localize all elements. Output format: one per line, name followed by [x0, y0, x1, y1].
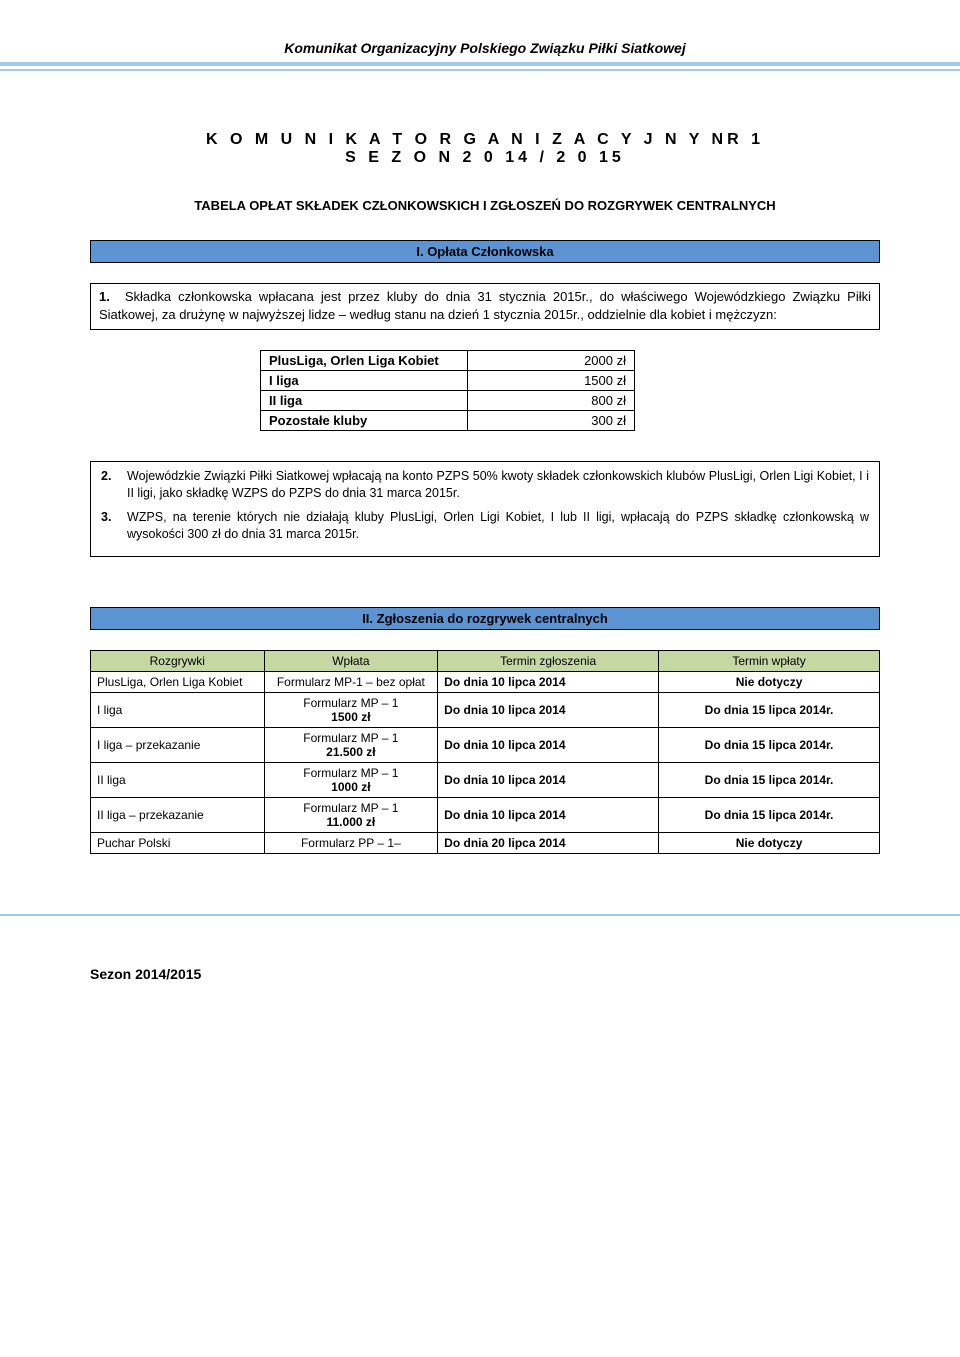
- note-num: 3.: [101, 509, 127, 544]
- reg-header-2: Termin zgłoszenia: [438, 650, 659, 671]
- table-row: Puchar PolskiFormularz PP – 1–Do dnia 20…: [91, 832, 880, 853]
- header-title: Komunikat Organizacyjny Polskiego Związk…: [90, 40, 880, 56]
- footer-text: Sezon 2014/2015: [90, 966, 880, 982]
- table-cell: II liga – przekazanie: [91, 797, 265, 832]
- main-title-line1: K O M U N I K A T O R G A N I Z A C Y J …: [90, 131, 880, 149]
- section2-bar: II. Zgłoszenia do rozgrywek centralnych: [90, 607, 880, 630]
- table-row: I liga – przekazanieFormularz MP – 121.5…: [91, 727, 880, 762]
- table-cell: Puchar Polski: [91, 832, 265, 853]
- table-row: I ligaFormularz MP – 11500 złDo dnia 10 …: [91, 692, 880, 727]
- table-cell: I liga: [91, 692, 265, 727]
- table-cell: Nie dotyczy: [659, 832, 880, 853]
- table-caption: TABELA OPŁAT SKŁADEK CZŁONKOWSKICH I ZGŁ…: [90, 197, 880, 215]
- table-cell: Do dnia 15 lipca 2014r.: [659, 762, 880, 797]
- note-num: 2.: [101, 468, 127, 503]
- table-cell: Formularz MP – 11000 zł: [264, 762, 438, 797]
- header-rule: [0, 62, 960, 71]
- fees-value: 1500 zł: [468, 370, 635, 390]
- table-cell: Formularz MP-1 – bez opłat: [264, 671, 438, 692]
- table-row: II ligaFormularz MP – 11000 złDo dnia 10…: [91, 762, 880, 797]
- section1-para-text: Składka członkowska wpłacana jest przez …: [99, 289, 871, 322]
- table-cell: Do dnia 10 lipca 2014: [438, 762, 659, 797]
- table-cell: Formularz MP – 111.000 zł: [264, 797, 438, 832]
- section1-bar: I. Opłata Członkowska: [90, 240, 880, 263]
- main-title-line2: S E Z O N 2 0 14 / 2 0 15: [90, 149, 880, 167]
- table-cell: Nie dotyczy: [659, 671, 880, 692]
- fees-label: PlusLiga, Orlen Liga Kobiet: [261, 350, 468, 370]
- fees-label: Pozostałe kluby: [261, 410, 468, 430]
- table-cell: II liga: [91, 762, 265, 797]
- footer-rule: [0, 914, 960, 916]
- fees-value: 300 zł: [468, 410, 635, 430]
- table-cell: Do dnia 15 lipca 2014r.: [659, 797, 880, 832]
- table-row: PlusLiga, Orlen Liga KobietFormularz MP-…: [91, 671, 880, 692]
- fees-value: 2000 zł: [468, 350, 635, 370]
- table-cell: Formularz MP – 11500 zł: [264, 692, 438, 727]
- table-cell: Do dnia 10 lipca 2014: [438, 797, 659, 832]
- notes-box: 2.Wojewódzkie Związki Piłki Siatkowej wp…: [90, 461, 880, 557]
- table-row: II liga – przekazanieFormularz MP – 111.…: [91, 797, 880, 832]
- reg-header-3: Termin wpłaty: [659, 650, 880, 671]
- table-cell: Formularz MP – 121.500 zł: [264, 727, 438, 762]
- note-text: WZPS, na terenie których nie działają kl…: [127, 509, 869, 544]
- fees-table: PlusLiga, Orlen Liga Kobiet2000 złI liga…: [260, 350, 635, 431]
- registration-table: Rozgrywki Wpłata Termin zgłoszenia Termi…: [90, 650, 880, 854]
- fees-value: 800 zł: [468, 390, 635, 410]
- table-cell: Do dnia 15 lipca 2014r.: [659, 727, 880, 762]
- table-cell: Do dnia 10 lipca 2014: [438, 727, 659, 762]
- reg-header-0: Rozgrywki: [91, 650, 265, 671]
- note-text: Wojewódzkie Związki Piłki Siatkowej wpła…: [127, 468, 869, 503]
- table-cell: PlusLiga, Orlen Liga Kobiet: [91, 671, 265, 692]
- table-cell: Do dnia 20 lipca 2014: [438, 832, 659, 853]
- fees-label: I liga: [261, 370, 468, 390]
- section1-para-num: 1.: [99, 289, 110, 304]
- reg-header-1: Wpłata: [264, 650, 438, 671]
- table-cell: Formularz PP – 1–: [264, 832, 438, 853]
- table-cell: Do dnia 10 lipca 2014: [438, 671, 659, 692]
- fees-label: II liga: [261, 390, 468, 410]
- table-cell: Do dnia 10 lipca 2014: [438, 692, 659, 727]
- table-cell: I liga – przekazanie: [91, 727, 265, 762]
- section1-para-box: 1. Składka członkowska wpłacana jest prz…: [90, 283, 880, 329]
- table-cell: Do dnia 15 lipca 2014r.: [659, 692, 880, 727]
